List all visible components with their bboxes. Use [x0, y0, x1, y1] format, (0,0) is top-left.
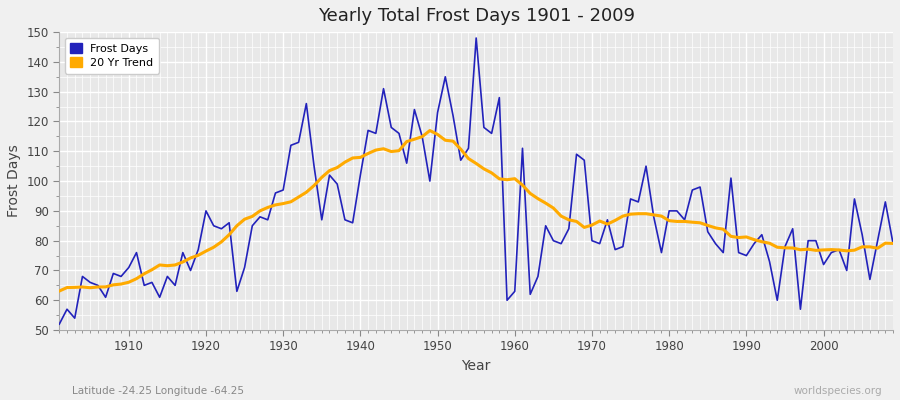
Title: Yearly Total Frost Days 1901 - 2009: Yearly Total Frost Days 1901 - 2009 [318, 7, 634, 25]
Text: worldspecies.org: worldspecies.org [794, 386, 882, 396]
Y-axis label: Frost Days: Frost Days [7, 145, 21, 218]
Legend: Frost Days, 20 Yr Trend: Frost Days, 20 Yr Trend [65, 38, 159, 74]
Text: Latitude -24.25 Longitude -64.25: Latitude -24.25 Longitude -64.25 [72, 386, 244, 396]
X-axis label: Year: Year [462, 359, 490, 373]
